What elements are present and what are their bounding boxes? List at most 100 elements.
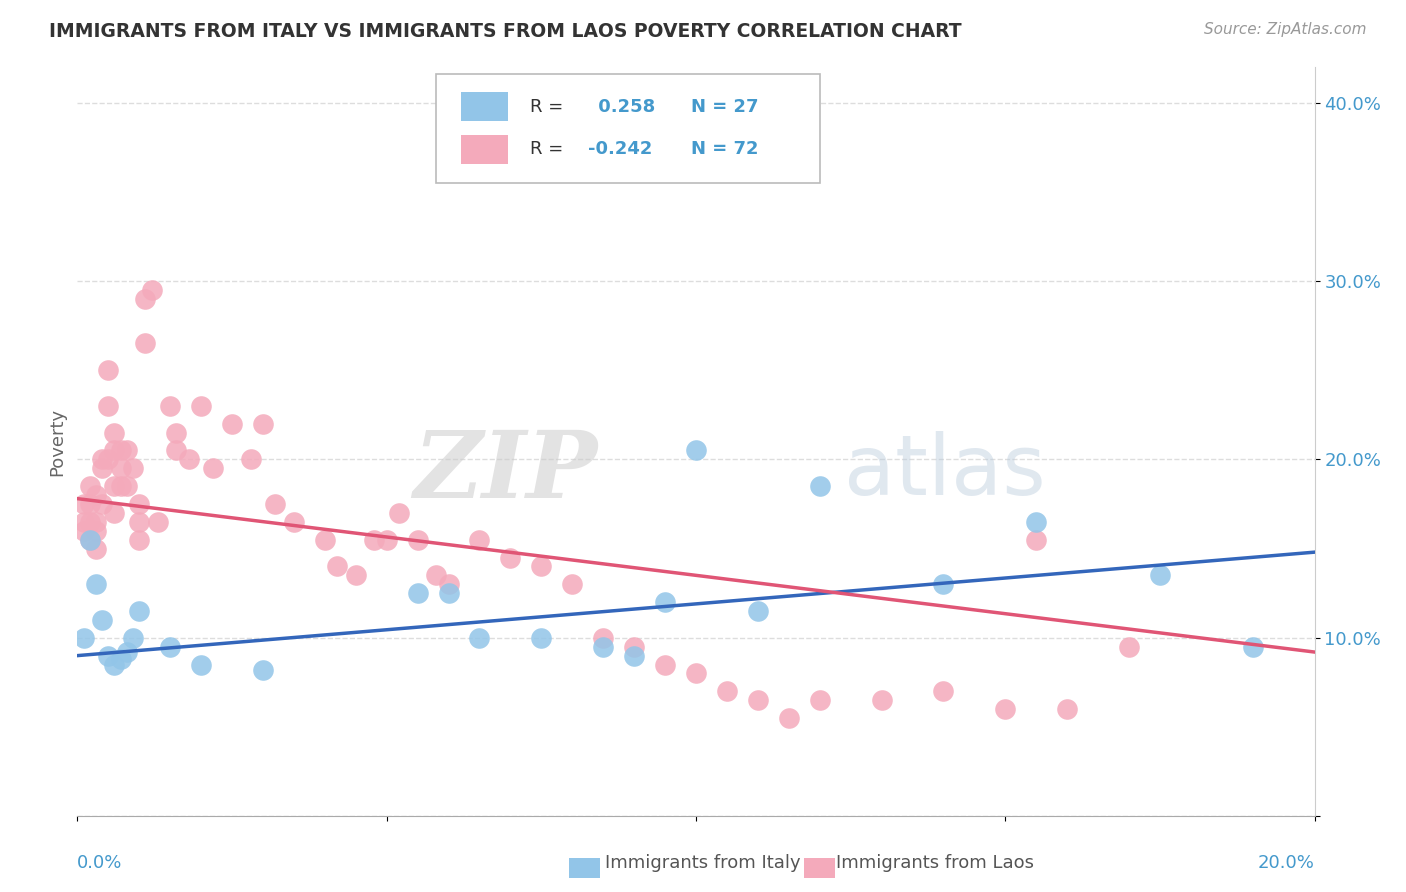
Point: [134, 336, 156, 351]
Point: [252, 663, 274, 677]
Point: [165, 425, 187, 440]
Point: [716, 684, 738, 698]
FancyBboxPatch shape: [461, 135, 508, 163]
Text: ZIP: ZIP: [413, 426, 598, 516]
Point: [202, 461, 225, 475]
Point: [110, 443, 132, 458]
Point: [406, 533, 429, 547]
Point: [283, 515, 305, 529]
Point: [84, 541, 107, 556]
Point: [252, 417, 274, 431]
Point: [778, 711, 800, 725]
Point: [932, 577, 955, 591]
Point: [79, 497, 101, 511]
Point: [870, 693, 893, 707]
Text: Immigrants from Laos: Immigrants from Laos: [837, 855, 1033, 872]
Point: [84, 488, 107, 502]
Point: [122, 461, 145, 475]
Point: [79, 515, 101, 529]
Point: [141, 283, 163, 297]
Point: [72, 631, 94, 645]
Point: [72, 497, 94, 511]
Text: R =: R =: [530, 97, 569, 116]
Point: [122, 631, 145, 645]
Point: [685, 443, 707, 458]
Point: [1025, 533, 1047, 547]
Point: [592, 640, 614, 654]
Point: [110, 652, 132, 666]
Point: [79, 533, 101, 547]
Point: [159, 640, 181, 654]
Point: [91, 497, 114, 511]
Text: 20.0%: 20.0%: [1258, 854, 1315, 871]
Point: [103, 443, 125, 458]
Text: -0.242: -0.242: [588, 140, 652, 158]
Point: [932, 684, 955, 698]
Point: [363, 533, 385, 547]
Point: [425, 568, 447, 582]
Point: [115, 645, 138, 659]
Point: [623, 648, 645, 663]
Point: [654, 657, 676, 672]
Point: [97, 452, 120, 467]
Text: R =: R =: [530, 140, 569, 158]
Point: [468, 533, 491, 547]
Point: [177, 452, 200, 467]
Point: [97, 648, 120, 663]
Point: [1118, 640, 1140, 654]
Point: [128, 533, 150, 547]
Point: [103, 425, 125, 440]
Text: N = 72: N = 72: [690, 140, 758, 158]
Text: Source: ZipAtlas.com: Source: ZipAtlas.com: [1204, 22, 1367, 37]
Point: [221, 417, 243, 431]
FancyBboxPatch shape: [461, 93, 508, 120]
Text: atlas: atlas: [845, 431, 1046, 512]
Point: [190, 399, 212, 413]
Point: [344, 568, 367, 582]
Point: [1149, 568, 1171, 582]
Point: [530, 559, 553, 574]
Point: [110, 461, 132, 475]
Point: [110, 479, 132, 493]
Point: [128, 497, 150, 511]
Point: [91, 452, 114, 467]
Point: [530, 631, 553, 645]
Y-axis label: Poverty: Poverty: [48, 408, 66, 475]
Point: [97, 363, 120, 377]
Point: [747, 604, 769, 618]
Point: [97, 399, 120, 413]
Point: [468, 631, 491, 645]
Text: IMMIGRANTS FROM ITALY VS IMMIGRANTS FROM LAOS POVERTY CORRELATION CHART: IMMIGRANTS FROM ITALY VS IMMIGRANTS FROM…: [49, 22, 962, 41]
Point: [84, 524, 107, 538]
Point: [115, 443, 138, 458]
Point: [326, 559, 349, 574]
Point: [264, 497, 287, 511]
FancyBboxPatch shape: [436, 74, 820, 183]
Point: [103, 479, 125, 493]
Point: [84, 577, 107, 591]
Point: [388, 506, 411, 520]
Point: [72, 524, 94, 538]
Point: [128, 515, 150, 529]
Point: [499, 550, 522, 565]
Point: [561, 577, 583, 591]
Point: [103, 657, 125, 672]
Point: [375, 533, 398, 547]
Point: [72, 515, 94, 529]
Point: [685, 666, 707, 681]
Point: [808, 479, 831, 493]
Text: Immigrants from Italy: Immigrants from Italy: [605, 855, 801, 872]
Point: [91, 613, 114, 627]
Point: [994, 702, 1017, 716]
Point: [654, 595, 676, 609]
Point: [592, 631, 614, 645]
Point: [437, 586, 460, 600]
Text: 0.0%: 0.0%: [77, 854, 122, 871]
Point: [103, 506, 125, 520]
Point: [91, 461, 114, 475]
Point: [165, 443, 187, 458]
Point: [314, 533, 336, 547]
Point: [747, 693, 769, 707]
Point: [115, 479, 138, 493]
Text: 0.258: 0.258: [592, 97, 655, 116]
